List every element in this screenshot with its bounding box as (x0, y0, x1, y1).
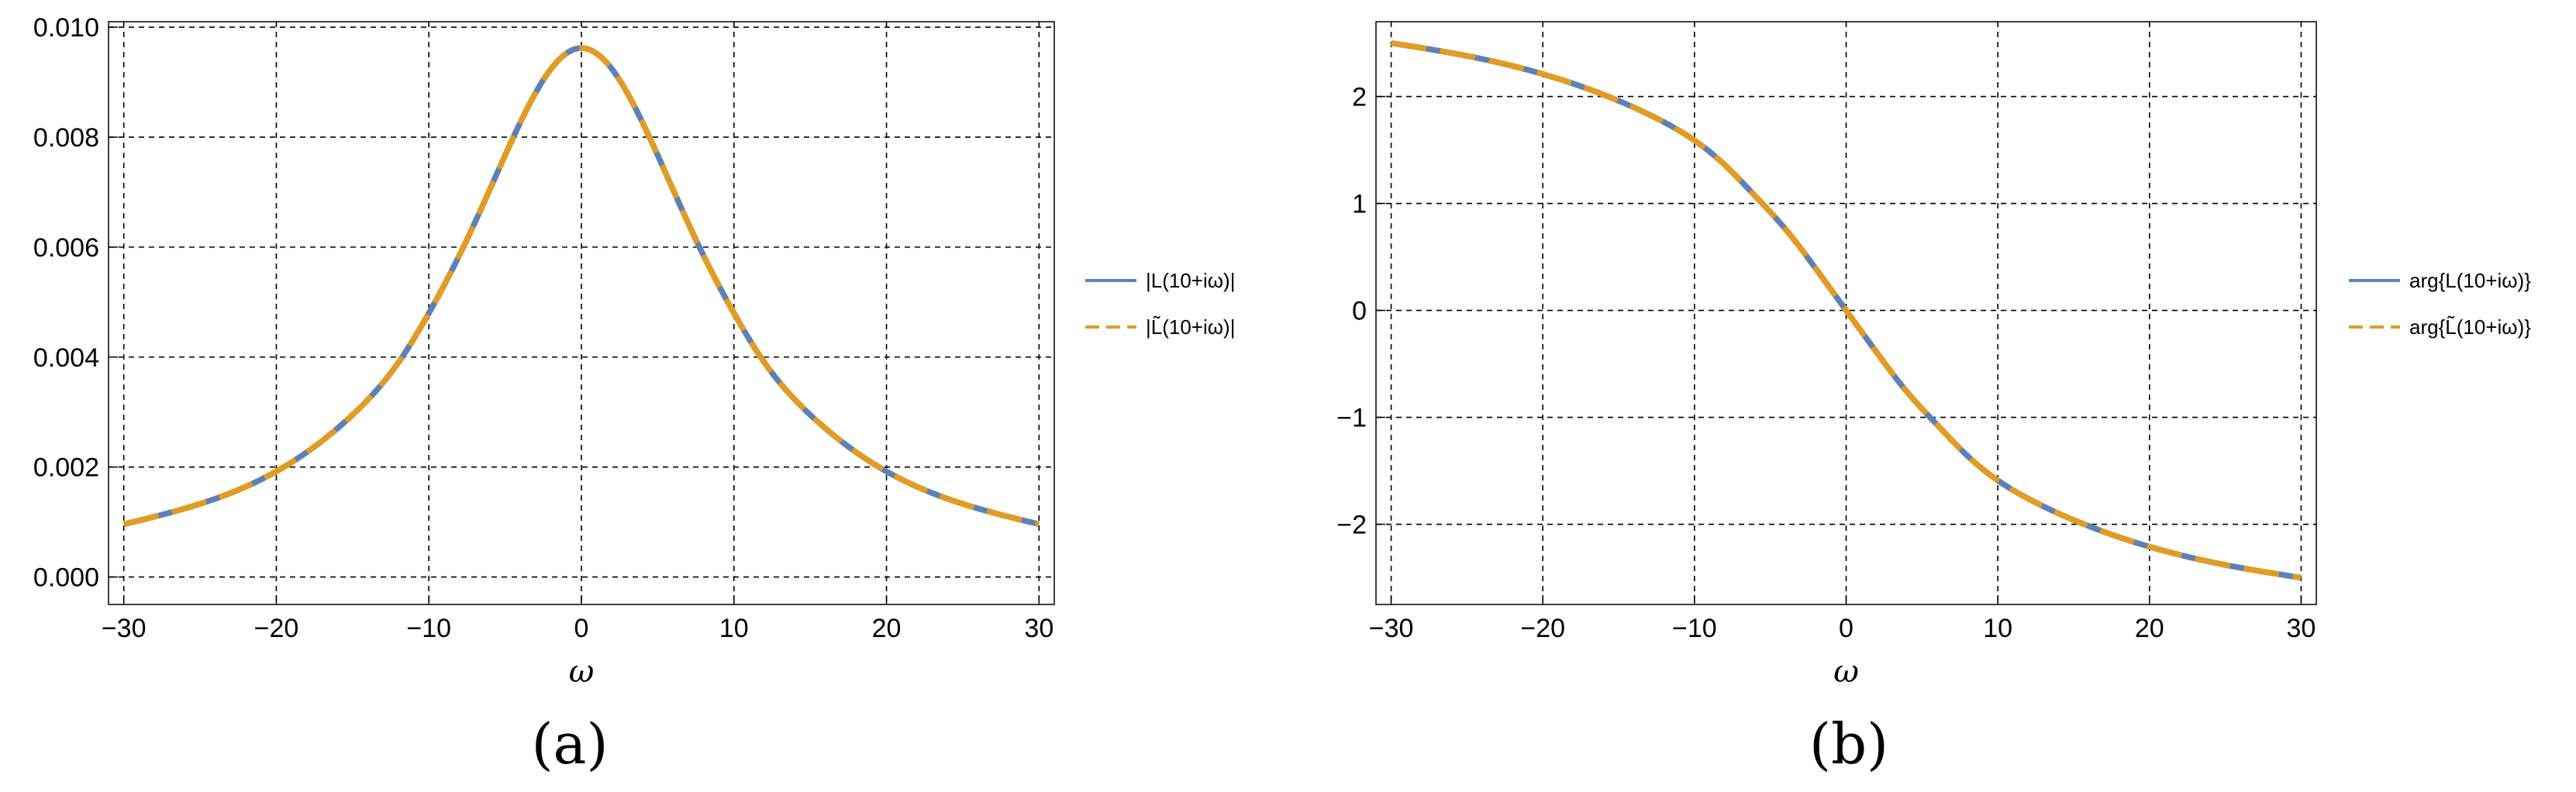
x-tick-label: −30 (1369, 614, 1414, 643)
legend-label: arg{L(10+iω)} (2409, 269, 2531, 292)
y-tick-label: −2 (1336, 511, 1367, 540)
y-tick-label: −1 (1336, 404, 1367, 433)
x-tick-label: −20 (254, 614, 299, 643)
x-tick-label: 10 (1983, 614, 2012, 643)
y-tick-label: 0.010 (33, 13, 99, 43)
chart-panel-a: −30 −20 −10 0 10 20 30 0.000 0.002 0.004 0.006 0.00… (33, 13, 1236, 777)
x-tick-label: 10 (719, 614, 749, 643)
x-tick-label: −20 (1520, 614, 1565, 643)
series-line-dashed (122, 45, 1040, 528)
y-tick-label: 2 (1352, 83, 1367, 112)
y-tick-label: 0.008 (33, 123, 99, 153)
legend-label: arg{L̃(10+iω)} (2409, 315, 2531, 339)
y-tick-label: 0.002 (33, 453, 99, 483)
panel-caption: (a) (531, 711, 608, 777)
legend-label: |L(10+iω)| (1146, 269, 1235, 292)
x-tick-label: 20 (2135, 614, 2164, 643)
chart-panel-b: −30 −20 −10 0 10 20 30−2−1012arg{L(10+iω)}arg{… (1336, 21, 2531, 777)
panel-caption: (b) (1809, 711, 1888, 777)
x-tick-label: −10 (406, 614, 451, 643)
x-tick-label: 0 (574, 614, 589, 643)
x-axis-label: ω (569, 654, 595, 690)
x-tick-label: 30 (1024, 614, 1054, 643)
series-line-dashed (1390, 40, 2302, 581)
x-tick-label: −30 (102, 614, 147, 643)
y-tick-label: 0.000 (33, 563, 99, 593)
x-tick-label: 20 (872, 614, 902, 643)
y-tick-label: 0.004 (33, 343, 99, 373)
x-axis-label: ω (1833, 654, 1859, 690)
x-tick-label: 0 (1839, 614, 1854, 643)
y-tick-label: 0.006 (33, 233, 99, 263)
y-tick-label: 1 (1352, 190, 1367, 219)
y-tick-label: 0 (1352, 297, 1367, 326)
x-tick-label: −10 (1672, 614, 1717, 643)
x-tick-label: 30 (2287, 614, 2316, 643)
legend-label: |L̃(10+iω)| (1146, 315, 1235, 339)
